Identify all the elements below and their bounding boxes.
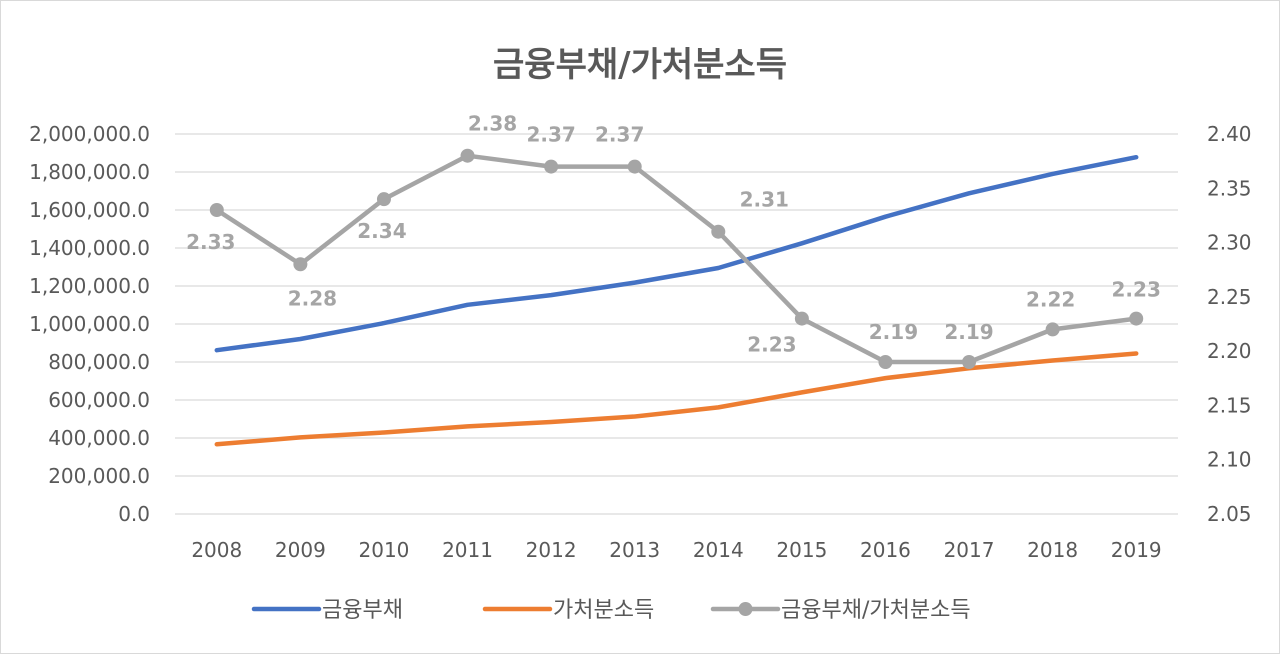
gridlines — [175, 133, 1178, 515]
data-point — [544, 159, 559, 174]
data-point — [376, 192, 391, 207]
x-axis: 2008 2009 2010 2011 2012 2013 2014 2015 2016 2017… — [191, 538, 1161, 562]
data-point — [878, 355, 893, 369]
data-label: 2.31 — [740, 188, 789, 212]
y-left-tick-label: 1,200,000.0 — [29, 274, 150, 298]
data-label: 2.28 — [288, 286, 337, 310]
legend-label: 금융부채/가처분소득 — [781, 598, 971, 623]
legend-label: 가처분소득 — [553, 598, 654, 623]
x-tick-label: 2016 — [860, 538, 911, 562]
data-labels: 2.33 2.28 2.34 2.38 2.37 2.37 2.31 2.23 2.19 2.19… — [186, 112, 1161, 357]
y-left-tick-label: 800,000.0 — [48, 350, 150, 374]
y-left-tick-label: 1,400,000.0 — [29, 236, 150, 260]
y-right-tick-label: 2.30 — [1207, 231, 1252, 255]
data-point — [627, 159, 642, 174]
data-label: 2.37 — [595, 123, 644, 147]
y-left-tick-label: 1,800,000.0 — [29, 160, 150, 184]
y-left-tick-label: 600,000.0 — [48, 388, 150, 412]
series-line-debt — [214, 154, 1139, 353]
series-group — [209, 148, 1144, 447]
data-label: 2.23 — [1112, 278, 1161, 302]
y-right-tick-label: 2.25 — [1207, 285, 1252, 309]
data-point — [794, 311, 809, 326]
data-point — [1045, 322, 1060, 337]
x-tick-label: 2009 — [275, 538, 326, 562]
y-right-tick-label: 2.35 — [1207, 176, 1252, 200]
y-axis-right: 2.05 2.10 2.15 2.20 2.25 2.30 2.35 2.40 — [1207, 122, 1252, 526]
data-label: 2.34 — [357, 219, 406, 243]
y-right-tick-label: 2.05 — [1207, 502, 1252, 526]
y-right-tick-label: 2.10 — [1207, 448, 1252, 472]
x-tick-label: 2010 — [359, 538, 410, 562]
y-left-tick-label: 0.0 — [118, 502, 150, 526]
data-label: 2.33 — [186, 230, 235, 254]
data-point — [209, 203, 224, 217]
data-point — [293, 257, 308, 272]
data-label: 2.37 — [526, 123, 575, 147]
chart-title: 금융부채/가처분소득 — [493, 45, 787, 85]
series-line-income — [214, 351, 1139, 447]
data-point — [711, 224, 726, 239]
data-label: 2.38 — [468, 112, 517, 136]
y-axis-left: 0.0 200,000.0 400,000.0 600,000.0 800,000.0 1… — [29, 122, 150, 526]
legend-label: 금융부채 — [322, 598, 403, 623]
data-point — [460, 148, 475, 163]
x-tick-label: 2012 — [526, 538, 577, 562]
x-tick-label: 2015 — [776, 538, 827, 562]
data-label: 2.19 — [944, 320, 993, 344]
x-tick-label: 2014 — [693, 538, 744, 562]
y-left-tick-label: 1,600,000.0 — [29, 198, 150, 222]
y-right-tick-label: 2.40 — [1207, 122, 1252, 146]
y-right-tick-label: 2.20 — [1207, 339, 1252, 363]
data-label: 2.23 — [747, 333, 796, 357]
y-left-tick-label: 200,000.0 — [48, 464, 150, 488]
x-tick-label: 2008 — [191, 538, 242, 562]
x-tick-label: 2017 — [944, 538, 995, 562]
y-left-tick-label: 1,000,000.0 — [29, 312, 150, 336]
data-label: 2.19 — [869, 320, 918, 344]
y-right-tick-label: 2.15 — [1207, 393, 1252, 417]
x-tick-label: 2013 — [609, 538, 660, 562]
x-tick-label: 2018 — [1027, 538, 1078, 562]
data-point — [1129, 311, 1144, 326]
series-line-ratio — [214, 153, 1139, 365]
data-label: 2.22 — [1026, 287, 1075, 311]
x-tick-label: 2019 — [1111, 538, 1162, 562]
y-left-tick-label: 400,000.0 — [48, 426, 150, 450]
y-left-tick-label: 2,000,000.0 — [29, 122, 150, 146]
legend: 금융부채 가처분소득 금융부채/가처분소득 — [251, 598, 971, 623]
legend-marker — [738, 602, 753, 616]
x-tick-label: 2011 — [442, 538, 493, 562]
data-point — [962, 355, 977, 369]
